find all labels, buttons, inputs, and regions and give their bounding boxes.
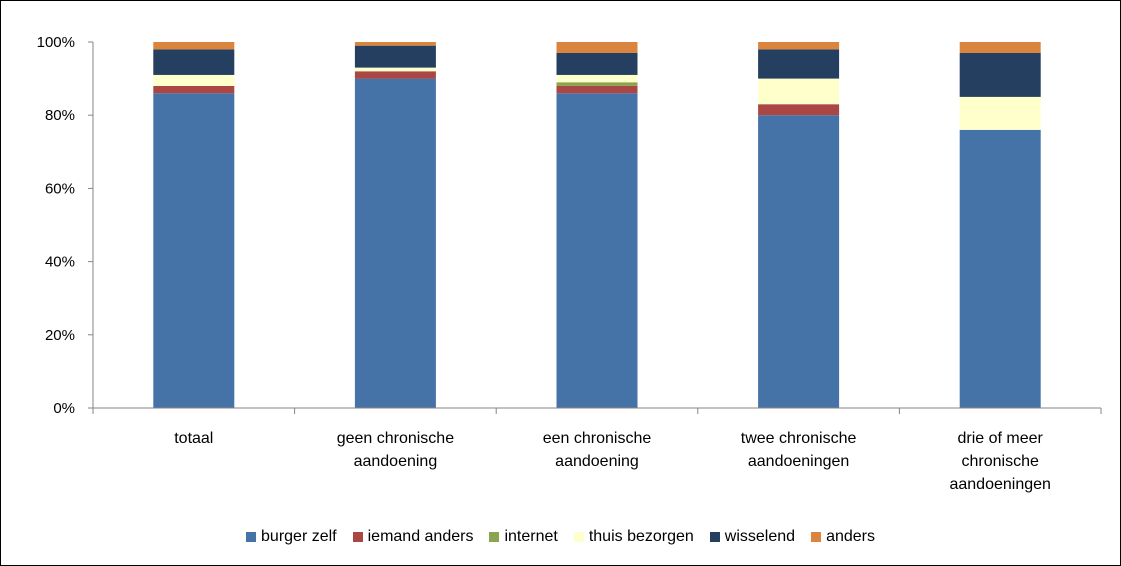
x-category-label: totaal: [174, 430, 213, 447]
legend-item: thuis bezorgen: [573, 528, 694, 546]
bar-segment-iemand-anders: [153, 85, 235, 94]
bar-segment-wisselend: [354, 45, 436, 68]
y-tick-label: 100%: [37, 34, 75, 51]
x-category-label: een chronische aandoening: [543, 430, 652, 470]
bar-segment-wisselend: [959, 52, 1041, 97]
legend-label: internet: [504, 528, 558, 545]
bar-segment-burger-zelf: [556, 93, 638, 409]
legend-swatch: [489, 532, 500, 542]
bar-segment-burger-zelf: [354, 78, 436, 408]
bar-segment-thuis-bezorgen: [354, 67, 436, 72]
bar-segment-wisselend: [153, 49, 235, 75]
legend-swatch: [573, 532, 584, 542]
legend-label: iemand anders: [367, 528, 474, 545]
bar-segment-burger-zelf: [959, 129, 1041, 408]
bar-segment-thuis-bezorgen: [758, 78, 840, 105]
legend-item: internet: [489, 528, 558, 546]
legend-label: thuis bezorgen: [588, 528, 694, 545]
bar-segment-iemand-anders: [758, 104, 840, 116]
x-category-label: geen chronische aandoening: [337, 430, 455, 470]
x-category-label: twee chronische aandoeningen: [741, 430, 857, 470]
y-tick-label: 40%: [45, 254, 75, 271]
legend-item: anders: [811, 528, 875, 546]
bar-segment-anders: [959, 42, 1041, 53]
x-category-label: drie of meer chronische aandoeningen: [949, 430, 1050, 493]
legend-item: iemand anders: [352, 528, 474, 546]
bar-segment-thuis-bezorgen: [959, 96, 1041, 130]
legend-item: burger zelf: [246, 528, 337, 546]
y-tick-label: 80%: [45, 107, 75, 124]
bar-segment-thuis-bezorgen: [153, 74, 235, 86]
bar-segment-thuis-bezorgen: [556, 74, 638, 83]
legend-swatch: [709, 532, 720, 542]
bar-segment-anders: [556, 42, 638, 53]
y-tick-label: 0%: [53, 400, 75, 417]
legend-label: wisselend: [724, 528, 796, 545]
bar-segment-burger-zelf: [153, 93, 235, 409]
bar-segment-wisselend: [556, 52, 638, 75]
bar-segment-anders: [153, 42, 235, 50]
bar-segment-anders: [354, 42, 436, 46]
bar-segment-internet: [556, 82, 638, 86]
legend-label: burger zelf: [261, 528, 337, 545]
legend-swatch: [246, 532, 257, 542]
bar-segment-wisselend: [758, 49, 840, 79]
legend-swatch: [811, 532, 822, 542]
bar-segment-iemand-anders: [354, 71, 436, 79]
legend-item: wisselend: [709, 528, 796, 546]
bar-segment-burger-zelf: [758, 115, 840, 408]
chart-legend: burger zelf iemand anders internet thuis be…: [0, 528, 1121, 546]
bar-segment-iemand-anders: [556, 85, 638, 94]
y-tick-label: 60%: [45, 180, 75, 197]
legend-label: anders: [826, 528, 875, 545]
y-tick-label: 20%: [45, 327, 75, 344]
bar-segment-anders: [758, 42, 840, 50]
legend-swatch: [352, 532, 363, 542]
